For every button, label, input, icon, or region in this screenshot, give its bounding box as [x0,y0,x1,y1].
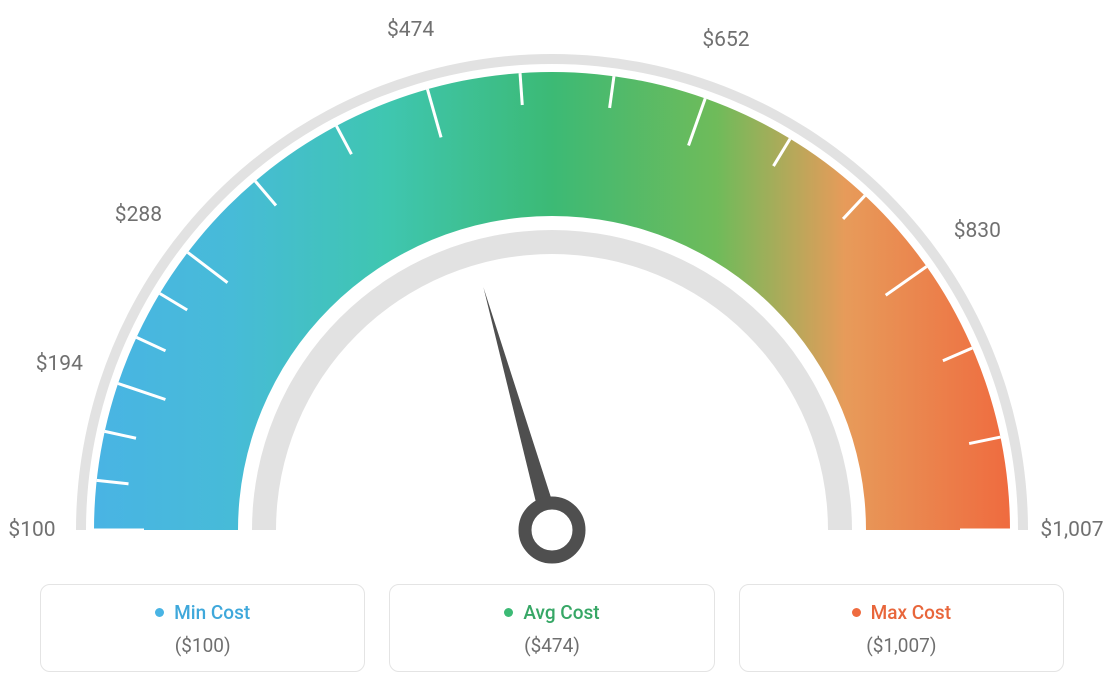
gauge-tick-label: $194 [36,352,83,376]
legend-row: Min Cost ($100) Avg Cost ($474) Max Cost ($1,… [0,584,1104,672]
gauge-svg [0,0,1104,570]
legend-title: Avg Cost [504,601,599,624]
legend-title: Max Cost [852,601,951,624]
legend-title-text: Avg Cost [523,601,599,624]
legend-title: Min Cost [155,601,250,624]
gauge-tick-label: $1,007 [1040,518,1103,542]
legend-dot-icon [852,608,861,617]
legend-card: Max Cost ($1,007) [739,584,1064,672]
gauge-tick-label: $288 [115,203,162,227]
gauge-chart: $100 $194 $288 $474 $652 $830 $1,007 [0,0,1104,570]
gauge-tick-label: $474 [387,18,434,42]
legend-value: ($1,007) [750,634,1053,657]
legend-card: Min Cost ($100) [40,584,365,672]
gauge-tick-label: $100 [8,518,55,542]
gauge-tick-label: $830 [954,219,1001,243]
legend-card: Avg Cost ($474) [389,584,714,672]
legend-dot-icon [504,608,513,617]
legend-title-text: Min Cost [174,601,250,624]
legend-dot-icon [155,608,164,617]
legend-value: ($474) [400,634,703,657]
legend-title-text: Max Cost [871,601,951,624]
gauge-tick-label: $652 [702,28,749,52]
legend-value: ($100) [51,634,354,657]
